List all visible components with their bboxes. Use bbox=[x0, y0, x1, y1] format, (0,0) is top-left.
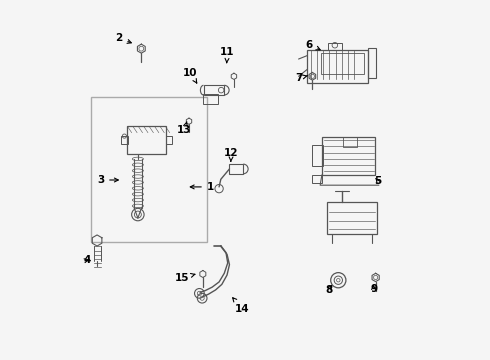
Bar bbox=[91, 97, 207, 242]
Bar bbox=[229, 164, 243, 174]
Bar bbox=[312, 145, 322, 166]
Bar bbox=[166, 136, 171, 144]
Bar bbox=[327, 202, 377, 234]
Bar bbox=[127, 126, 166, 154]
Bar bbox=[203, 94, 219, 104]
Text: 4: 4 bbox=[83, 255, 90, 265]
Bar bbox=[312, 175, 322, 184]
Text: 2: 2 bbox=[115, 33, 131, 43]
Bar bbox=[203, 85, 224, 95]
Text: 7: 7 bbox=[295, 73, 308, 83]
Bar bbox=[368, 48, 376, 78]
Text: 14: 14 bbox=[233, 298, 249, 314]
Text: 5: 5 bbox=[374, 176, 381, 186]
Text: 3: 3 bbox=[97, 175, 118, 185]
Text: 10: 10 bbox=[183, 68, 197, 83]
Bar bbox=[328, 43, 342, 50]
Text: 11: 11 bbox=[220, 47, 235, 63]
Bar bbox=[343, 138, 357, 147]
Text: 13: 13 bbox=[177, 122, 192, 135]
Text: 8: 8 bbox=[325, 284, 333, 294]
Text: 15: 15 bbox=[175, 273, 195, 283]
Bar bbox=[122, 136, 128, 144]
Text: 9: 9 bbox=[370, 284, 377, 294]
Bar bbox=[321, 53, 364, 73]
Text: 12: 12 bbox=[224, 148, 239, 161]
Text: 6: 6 bbox=[305, 40, 320, 50]
Bar bbox=[322, 137, 375, 175]
Text: 1: 1 bbox=[190, 182, 214, 192]
Bar bbox=[307, 50, 368, 82]
